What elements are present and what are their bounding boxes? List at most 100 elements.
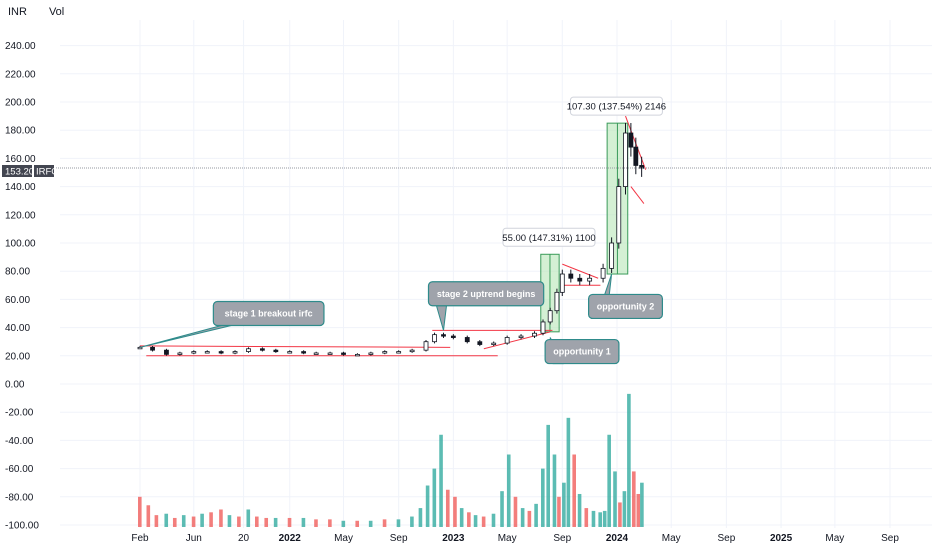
- callout-pointer: [139, 325, 232, 348]
- candle-body: [609, 242, 615, 269]
- y-tick-label: 60.00: [5, 295, 30, 306]
- y-tick-label: 100.00: [5, 239, 36, 250]
- trend-line[interactable]: [562, 263, 599, 279]
- volume-bar: [410, 516, 414, 527]
- candle-body: [313, 352, 319, 355]
- candle-body: [164, 349, 169, 355]
- volume-bar: [572, 454, 576, 527]
- candle-body: [628, 132, 634, 148]
- volume-bar: [562, 482, 566, 527]
- volume-bars: [138, 393, 644, 527]
- top-bar: INR Vol: [4, 4, 68, 20]
- x-tick-label: 2022: [279, 533, 302, 544]
- candle-body: [382, 351, 388, 354]
- volume-bar: [520, 508, 525, 527]
- candle-body: [577, 277, 583, 282]
- x-tick-label: May: [498, 533, 517, 544]
- volume-bar: [164, 513, 169, 527]
- measure-label: 107.30 (137.54%) 2146: [567, 102, 666, 113]
- symbol-tag: IRFC: [36, 167, 58, 178]
- x-tick-label: Jun: [186, 533, 202, 544]
- measure-label-box: [502, 227, 596, 247]
- candle-body: [423, 341, 429, 351]
- volume-bar: [287, 517, 292, 527]
- y-tick-label: 140.00: [5, 182, 36, 193]
- volume-bar: [557, 496, 561, 527]
- x-tick-label: May: [825, 533, 844, 544]
- volume-bar: [566, 417, 571, 527]
- candle-body: [150, 346, 155, 351]
- volume-bar: [453, 496, 457, 527]
- callout-text: opportunity 2: [597, 301, 655, 311]
- volume-bar: [181, 515, 186, 527]
- candle-body: [432, 334, 437, 343]
- candle-body: [464, 337, 470, 343]
- candle-body: [301, 351, 307, 354]
- volume-bar: [191, 516, 196, 527]
- currency-label[interactable]: INR: [8, 6, 27, 18]
- measure-tools[interactable]: 55.00 (147.31%) 1100 107.30 (137.54%) 214…: [502, 96, 666, 333]
- callout-box[interactable]: [212, 300, 325, 327]
- x-tick-label: Sep: [553, 533, 571, 544]
- volume-bar: [534, 503, 538, 527]
- y-tick-label: 160.00: [5, 154, 36, 165]
- trend-lines[interactable]: [139, 115, 647, 357]
- price-tag: 153.20 IRFC: [2, 165, 58, 178]
- candle-body: [491, 342, 497, 346]
- candle-body: [639, 165, 645, 169]
- candle-body: [273, 349, 279, 353]
- x-tick-label: 20: [238, 533, 250, 544]
- y-tick-label: 0.00: [5, 380, 25, 391]
- candle-body: [232, 351, 238, 354]
- trend-line[interactable]: [139, 345, 451, 348]
- candle-body: [587, 277, 593, 282]
- volume-bar: [138, 496, 142, 527]
- trend-line[interactable]: [483, 331, 551, 350]
- y-tick-label: -20.00: [5, 408, 34, 419]
- volume-bar: [598, 512, 603, 527]
- candle-body: [633, 146, 639, 166]
- volume-bar: [459, 508, 464, 527]
- candle-body: [623, 132, 628, 188]
- y-tick-label: 200.00: [5, 98, 36, 109]
- y-tick-label: -100.00: [5, 521, 39, 532]
- measure-label-box: [569, 96, 663, 116]
- callout-text: opportunity 1: [553, 347, 611, 357]
- volume-bar: [500, 491, 504, 527]
- symbol-tag-box: [34, 165, 54, 177]
- price-tag-value: 153.20: [5, 167, 34, 178]
- callout-text: stage 1 breakout irfc: [225, 309, 313, 319]
- callout-box[interactable]: [427, 281, 545, 307]
- volume-bar: [382, 519, 387, 527]
- volume-bar: [636, 493, 641, 527]
- price-tag-box: [2, 165, 32, 177]
- y-tick-label: -60.00: [5, 464, 34, 475]
- candle-body: [355, 353, 360, 357]
- candle-body: [218, 351, 224, 354]
- trend-line[interactable]: [630, 186, 645, 204]
- volume-bar: [506, 454, 511, 527]
- candle-body: [518, 335, 524, 338]
- annotations[interactable]: stage 1 breakout irfc stage 2 uptrend beg…: [139, 273, 664, 365]
- volume-bar: [368, 520, 373, 527]
- candle-body: [554, 291, 560, 312]
- volume-bar: [172, 517, 177, 527]
- volume-bar: [584, 508, 589, 527]
- candle-body: [504, 337, 510, 344]
- callout-box[interactable]: [588, 293, 664, 320]
- y-axis: 240.00 220.00 200.00 180.00 160.00 140.00 120.…: [5, 41, 39, 531]
- candle-body: [137, 346, 143, 350]
- x-tick-label: Feb: [131, 533, 149, 544]
- volume-label[interactable]: Vol: [48, 6, 65, 18]
- volume-bar: [264, 517, 269, 527]
- volume-bar: [396, 519, 401, 527]
- volume-bar: [491, 513, 496, 527]
- volume-bar: [432, 468, 437, 527]
- candle-body: [396, 351, 402, 354]
- candle-body: [540, 321, 546, 334]
- volume-bar: [467, 512, 471, 527]
- candle-body: [441, 334, 446, 337]
- volume-bar: [591, 510, 596, 527]
- callout-box[interactable]: [544, 338, 620, 365]
